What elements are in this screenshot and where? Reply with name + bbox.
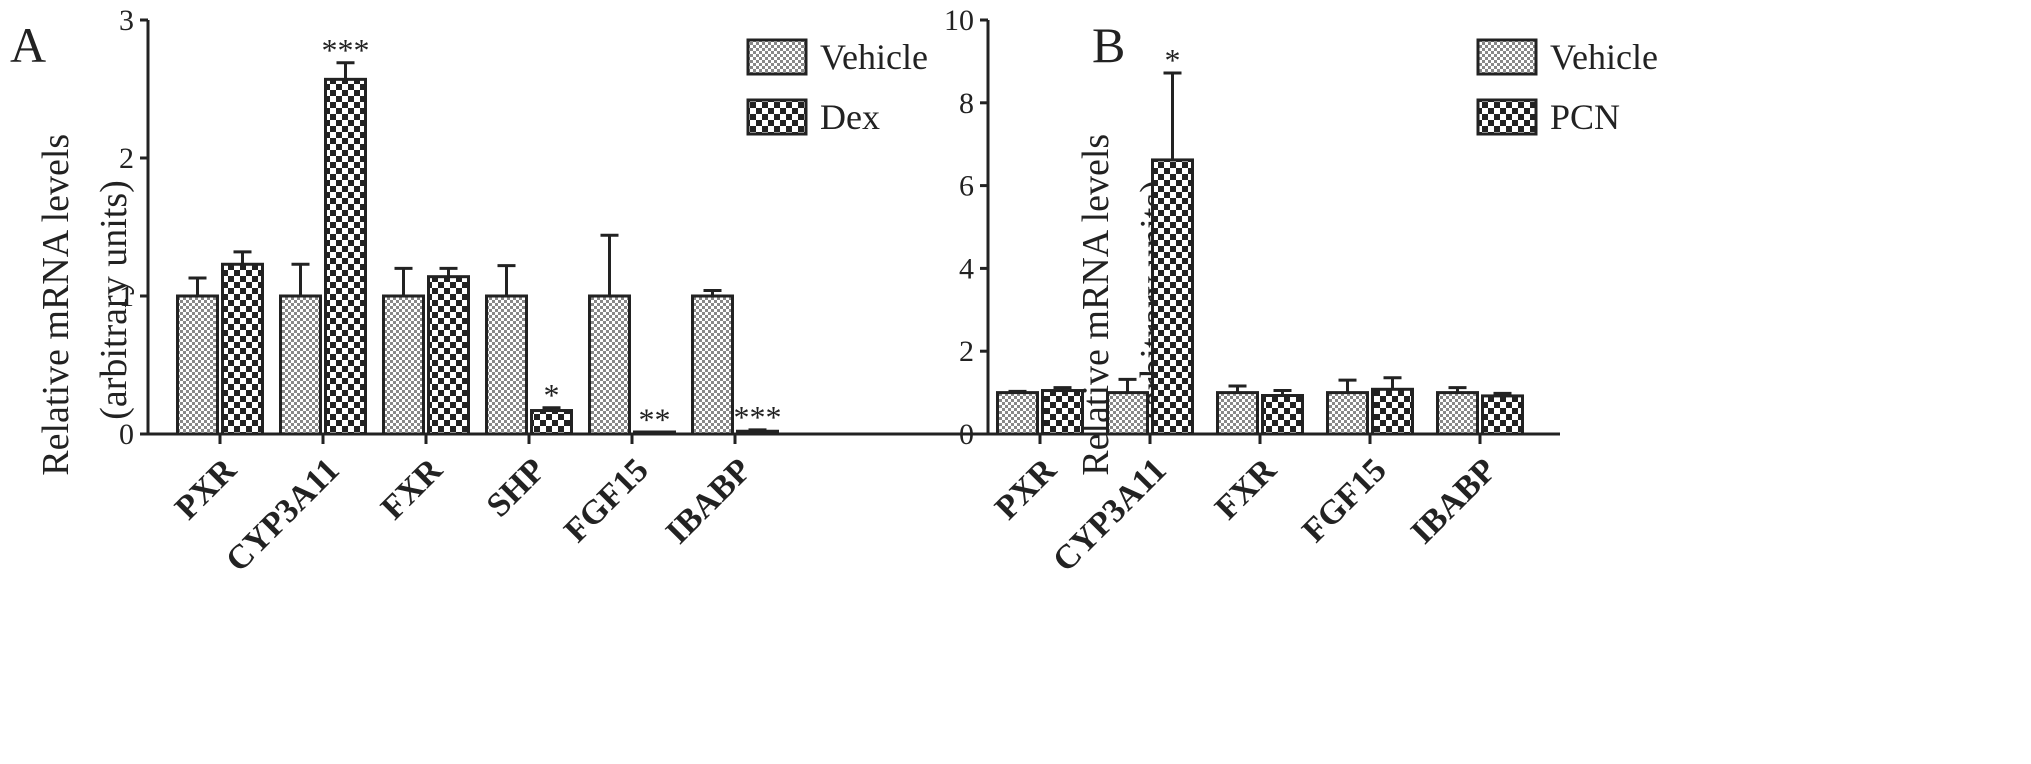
y-tick-label: 0	[119, 418, 134, 451]
significance-marker: *	[544, 377, 560, 413]
y-axis-label-line1: Relative mRNA levels	[35, 134, 77, 476]
x-tick-label: PXR	[168, 451, 244, 527]
bars: *	[996, 42, 1524, 436]
bar	[1481, 394, 1524, 436]
panel-b-chart: B Relative mRNA levels (arbitrary units)…	[944, 4, 1658, 579]
y-tick-label: 8	[959, 87, 974, 120]
y-tick-label: 4	[959, 252, 974, 285]
x-tick-label: FGF15	[1295, 451, 1393, 549]
x-tick-label: IBABP	[1404, 451, 1504, 551]
x-tick-label: FGF15	[557, 451, 655, 549]
x-tick-label: SHP	[480, 451, 553, 524]
x-tick-label: IBABP	[659, 451, 759, 551]
legend-label: Vehicle	[1550, 37, 1658, 77]
panel-a-chart: A Relative mRNA levels (arbitrary units)…	[10, 4, 980, 579]
panel-label: A	[10, 17, 46, 73]
x-tick-label: FXR	[374, 451, 450, 527]
y-tick-label: 2	[119, 142, 134, 175]
bar	[1261, 393, 1304, 436]
y-tick-label: 6	[959, 170, 974, 203]
significance-marker: ***	[322, 32, 370, 68]
bar	[1216, 391, 1259, 436]
x-tick-label: PXR	[988, 451, 1064, 527]
legend-swatch	[1476, 98, 1538, 136]
bar	[427, 275, 470, 436]
bar	[485, 294, 528, 436]
legend-label: Dex	[820, 97, 880, 137]
bar	[1106, 391, 1149, 436]
bar	[996, 391, 1039, 436]
legend: Vehicle PCN	[1476, 37, 1658, 137]
bar	[382, 294, 425, 436]
y-axis-label: Relative mRNA levels (arbitrary units)	[35, 124, 135, 475]
legend-swatch	[1476, 38, 1538, 76]
significance-marker: ***	[734, 399, 782, 435]
x-tick-label: FXR	[1208, 451, 1284, 527]
y-axis-label-line2: (arbitrary units)	[93, 180, 135, 420]
bar	[1371, 387, 1414, 436]
bar	[1436, 391, 1479, 436]
bar	[691, 294, 734, 436]
bar	[530, 409, 573, 436]
significance-marker: **	[639, 402, 671, 438]
y-tick-label: 0	[959, 418, 974, 451]
bar	[176, 294, 219, 436]
legend-swatch	[746, 98, 808, 136]
bar	[1041, 389, 1084, 436]
legend-label: Vehicle	[820, 37, 928, 77]
bar	[324, 77, 367, 436]
bar	[279, 294, 322, 436]
y-tick-label: 2	[959, 335, 974, 368]
legend-label: PCN	[1550, 97, 1620, 137]
x-tick-label: CYP3A11	[219, 451, 347, 579]
bar	[588, 294, 631, 436]
legend-swatch	[746, 38, 808, 76]
significance-marker: *	[1165, 42, 1181, 78]
y-tick-label: 10	[944, 4, 974, 37]
y-tick-label: 1	[119, 280, 134, 313]
bars: ****** ***	[176, 32, 782, 438]
panel-label: B	[1092, 17, 1125, 73]
bar	[221, 262, 264, 436]
y-tick-label: 3	[119, 4, 134, 37]
bar	[1326, 391, 1369, 436]
bar	[633, 430, 676, 436]
bar	[1151, 158, 1194, 436]
legend: Vehicle Dex	[746, 37, 928, 137]
